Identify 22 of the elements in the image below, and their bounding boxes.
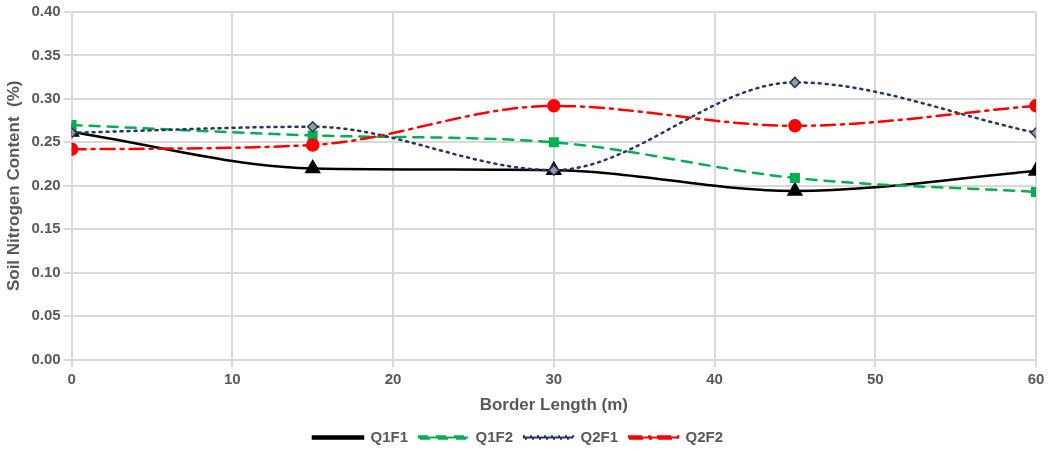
x-tick-label: 10: [223, 369, 241, 387]
y-tick-label: 0.40: [31, 2, 61, 20]
y-tick-label: 0.10: [31, 262, 61, 280]
x-tick-label: 40: [706, 369, 723, 387]
legend-label: Q2F1: [580, 427, 619, 445]
y-tick-label: 0.35: [31, 45, 61, 63]
x-tick-label: 20: [384, 369, 402, 387]
y-tick-label: 0.20: [31, 175, 61, 193]
x-axis-title: Border Length (m): [479, 395, 628, 415]
x-tick-label: 60: [1027, 369, 1045, 387]
x-tick-label: 50: [866, 369, 884, 387]
y-tick-label: 0.00: [31, 349, 61, 367]
legend-label: Q2F2: [685, 427, 724, 445]
y-tick-label: 0.25: [31, 132, 61, 150]
legend-label: Q1F1: [370, 427, 408, 445]
x-tick-label: 0: [67, 369, 76, 387]
y-tick-label: 0.05: [31, 306, 61, 324]
y-tick-label: 0.30: [31, 89, 61, 107]
y-tick-label: 0.15: [31, 219, 61, 237]
y-axis-title: Soil Nitrogen Content (%): [3, 80, 23, 292]
x-tick-label: 30: [545, 369, 563, 387]
legend-label: Q1F2: [475, 427, 513, 445]
